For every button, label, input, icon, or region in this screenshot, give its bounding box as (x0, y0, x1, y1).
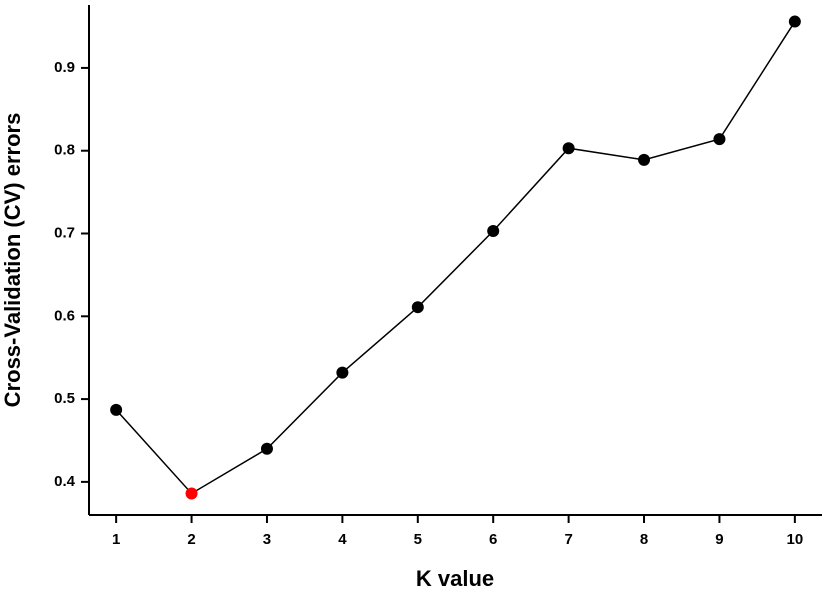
y-tick-label: 0.8 (54, 142, 75, 159)
x-tick-label: 2 (187, 531, 195, 548)
x-tick-label: 10 (787, 531, 804, 548)
x-tick-label: 9 (715, 531, 723, 548)
point (638, 153, 651, 166)
point (713, 133, 726, 146)
y-axis-title: Cross-Validation (CV) errors (0, 113, 25, 408)
x-tick-label: 8 (640, 531, 648, 548)
point (185, 487, 198, 500)
x-tick-label: 5 (414, 531, 422, 548)
y-tick-label: 0.4 (54, 473, 76, 490)
line (115, 21, 796, 495)
point (487, 225, 500, 238)
y-tick-label: 0.9 (54, 59, 75, 76)
point (788, 15, 801, 28)
x-tick-label: 4 (338, 531, 347, 548)
y-tick-label: 0.5 (54, 390, 75, 407)
x-tick-label: 3 (263, 531, 271, 548)
y-tick-label: 0.6 (54, 307, 75, 324)
point (336, 366, 349, 379)
x-tick-label: 7 (564, 531, 572, 548)
x-tick-label: 6 (489, 531, 497, 548)
x-axis-title: K value (416, 566, 494, 591)
point (110, 403, 123, 416)
y-tick-label: 0.7 (54, 224, 75, 241)
point (260, 442, 273, 455)
x-tick-label: 1 (112, 531, 120, 548)
point (411, 301, 424, 314)
point (562, 142, 575, 155)
